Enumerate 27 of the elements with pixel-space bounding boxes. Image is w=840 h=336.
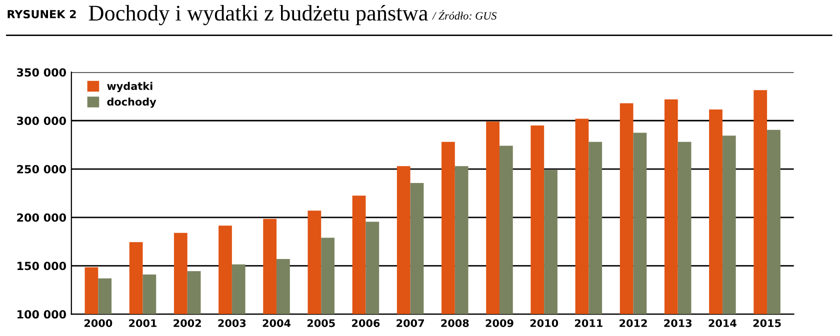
text: / Źródło: GUS (432, 10, 497, 20)
x-tick-label: 2012 (620, 319, 647, 328)
x-tick-label: 2008 (441, 319, 469, 328)
x-tick-label: 2001 (129, 319, 157, 328)
chart-title: Dochody i wydatki z budżetu państwa (88, 4, 428, 26)
legend-label: dochody (107, 98, 156, 108)
x-tick-label: 2010 (530, 319, 558, 328)
x-tick-label: 2009 (486, 319, 514, 328)
x-tick-label: 2014 (708, 319, 736, 328)
x-tick-label: 2007 (396, 319, 424, 328)
y-tick-label: 200 000 (17, 213, 66, 222)
x-tick-label: 2013 (664, 319, 692, 328)
x-tick-label: 2005 (307, 319, 335, 328)
x-tick-label: 2015 (753, 319, 781, 328)
x-tick-label: 2003 (218, 319, 246, 328)
y-tick-label: 300 000 (17, 116, 66, 126)
y-tick-label: 250 000 (17, 164, 66, 174)
x-tick-label: 2000 (84, 319, 112, 328)
x-tick-label: 2002 (174, 319, 201, 328)
y-tick-label: 150 000 (18, 262, 66, 270)
x-tick-label: 2004 (262, 319, 291, 328)
y-tick-label: 350 000 (17, 68, 66, 77)
x-tick-label: 2011 (575, 319, 602, 328)
text: RYSUNEK 2 (8, 10, 76, 18)
legend-label: wydatki (107, 82, 152, 92)
x-tick-label: 2006 (352, 319, 380, 328)
y-tick-label: 100 000 (18, 310, 66, 319)
